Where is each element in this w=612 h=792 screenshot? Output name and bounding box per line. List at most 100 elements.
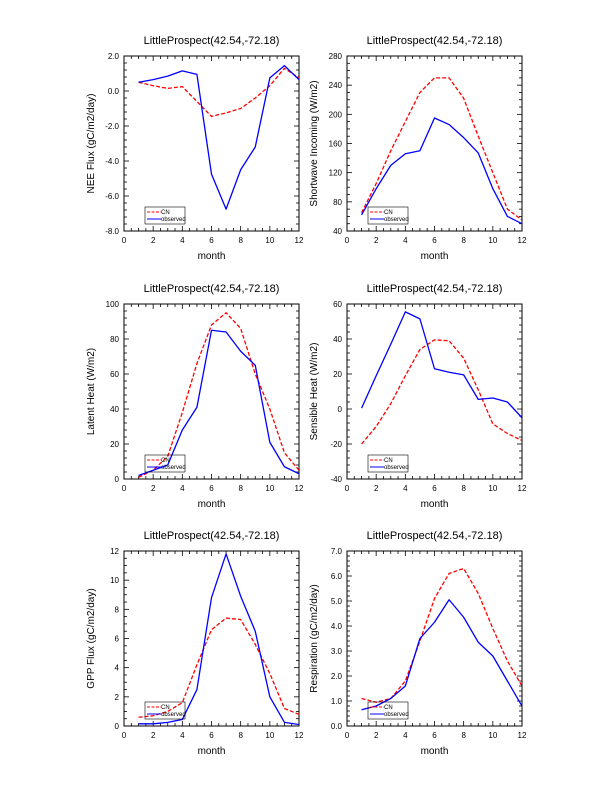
x-tick-label: 12 (518, 731, 527, 740)
series-group (138, 312, 299, 478)
y-axis-label: Respiration (gC/m2/day) (309, 584, 320, 692)
x-tick-label: 6 (432, 731, 437, 740)
legend-label: CN (161, 705, 170, 711)
x-tick-label: 10 (488, 236, 497, 245)
x-axis-label: month (421, 499, 449, 510)
y-tick-label: 10 (110, 576, 119, 585)
chart-panel-2: LittleProspect(42.54,-72.18) 0 2 4 6 8 10 12 40 8… (309, 35, 527, 262)
series-group (138, 553, 299, 726)
series-line-observed (138, 64, 299, 210)
y-tick-label: 6 (115, 635, 120, 644)
y-tick-label: 0 (115, 722, 120, 731)
y-tick-label: 120 (329, 169, 343, 178)
y-tick-label: 5.0 (331, 597, 343, 606)
x-tick-label: 2 (151, 236, 156, 245)
x-tick-label: 2 (374, 484, 379, 493)
chart-title: LittleProspect(42.54,-72.18) (367, 35, 503, 47)
y-tick-label: 20 (333, 370, 342, 379)
legend-box (144, 206, 186, 225)
x-tick-label: 10 (265, 731, 274, 740)
x-axis-label: month (421, 251, 449, 262)
legend-label: CN (384, 705, 393, 711)
x-axis-label: month (198, 746, 226, 757)
x-tick-label: 2 (374, 731, 379, 740)
x-tick-label: 4 (180, 484, 185, 493)
x-tick-label: 10 (488, 484, 497, 493)
y-tick-label: 20 (110, 440, 119, 449)
y-tick-label: 40 (333, 227, 342, 236)
series-line-cn (138, 617, 299, 718)
y-axis-label: Sensible Heat (W/m2) (309, 343, 320, 441)
y-tick-label: 1.0 (331, 697, 343, 706)
series-line-cn (361, 567, 522, 703)
x-tick-label: 4 (180, 731, 185, 740)
x-tick-label: 6 (209, 484, 214, 493)
y-tick-label: 100 (106, 300, 120, 309)
chart-title: LittleProspect(42.54,-72.18) (144, 530, 280, 542)
x-tick-label: 2 (151, 731, 156, 740)
series-group (360, 311, 522, 445)
y-tick-label: 280 (329, 52, 343, 61)
legend-box (144, 701, 186, 720)
y-tick-label: -2.0 (105, 122, 119, 131)
x-tick-label: 6 (209, 731, 214, 740)
x-tick-label: 12 (295, 731, 304, 740)
y-tick-label: 0.0 (108, 87, 120, 96)
x-tick-label: 10 (265, 484, 274, 493)
x-tick-label: 12 (518, 484, 527, 493)
y-tick-label: 12 (110, 547, 119, 556)
x-tick-label: 8 (461, 484, 466, 493)
x-tick-label: 2 (151, 484, 156, 493)
x-tick-label: 2 (374, 236, 379, 245)
x-tick-label: 4 (403, 484, 408, 493)
y-tick-label: 2 (115, 693, 120, 702)
legend-label: CN (384, 210, 393, 216)
y-tick-label: 0.0 (331, 722, 343, 731)
y-tick-label: 60 (333, 300, 342, 309)
series-line-cn (138, 312, 299, 478)
y-tick-label: 80 (110, 335, 119, 344)
y-tick-label: 160 (329, 140, 343, 149)
y-tick-label: 240 (329, 81, 343, 90)
x-tick-label: 6 (432, 484, 437, 493)
plot-frame (123, 550, 300, 727)
chart-title: LittleProspect(42.54,-72.18) (144, 35, 280, 47)
legend-label: CN (161, 458, 170, 464)
y-tick-label: 60 (110, 370, 119, 379)
y-tick-label: 40 (110, 405, 119, 414)
y-tick-label: -40 (330, 475, 342, 484)
y-tick-label: -20 (330, 440, 342, 449)
x-tick-label: 8 (238, 484, 243, 493)
x-tick-label: 4 (403, 236, 408, 245)
plot-frame (346, 303, 523, 480)
series-line-observed (138, 553, 299, 726)
x-tick-label: 8 (461, 731, 466, 740)
legend-box (367, 454, 409, 473)
x-tick-label: 10 (265, 236, 274, 245)
series-line-cn (138, 67, 299, 118)
y-tick-label: 0 (115, 475, 120, 484)
y-tick-label: -6.0 (105, 192, 119, 201)
series-line-observed (138, 329, 299, 477)
chart-panel-4: LittleProspect(42.54,-72.18) 0 2 4 6 8 10 12 -40… (309, 283, 527, 510)
legend-label: CN (384, 458, 393, 464)
chart-panel-5: LittleProspect(42.54,-72.18) 0 2 4 6 8 10 12 0 2 4… (86, 530, 304, 757)
x-tick-label: 0 (345, 731, 350, 740)
x-tick-label: 0 (122, 236, 127, 245)
y-axis-label: Latent Heat (W/m2) (86, 348, 97, 435)
legend-label: observed (384, 217, 409, 223)
x-tick-label: 8 (238, 731, 243, 740)
y-tick-label: 8 (115, 605, 120, 614)
y-tick-label: 7.0 (331, 547, 343, 556)
series-group (361, 567, 522, 711)
x-tick-label: 8 (461, 236, 466, 245)
plot-frame (346, 550, 523, 727)
x-tick-label: 0 (345, 236, 350, 245)
y-axis-label: GPP Flux (gC/m2/day) (86, 588, 97, 688)
x-tick-label: 8 (238, 236, 243, 245)
chart-panel-3: LittleProspect(42.54,-72.18) 0 2 4 6 8 10 12 0 20… (86, 283, 304, 510)
legend-label: observed (161, 712, 186, 718)
